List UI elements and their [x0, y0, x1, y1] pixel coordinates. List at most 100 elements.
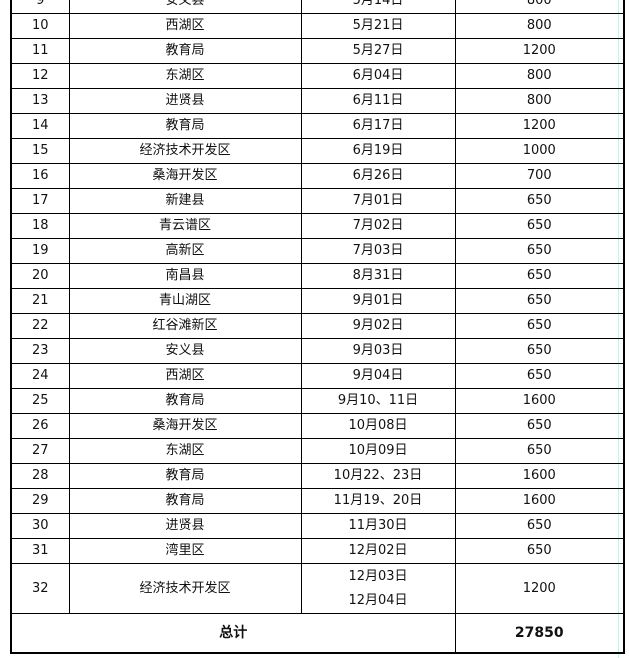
- row-number: 32: [10, 563, 70, 614]
- date-cell: 10月08日: [300, 413, 456, 439]
- table-row: 20 南昌县 8月31日 650: [10, 263, 625, 289]
- table-row: 25 教育局 9月10、11日 1600: [10, 388, 625, 414]
- date-value: 5月21日: [352, 18, 404, 33]
- unit-name: 教育局: [68, 38, 302, 64]
- amount-cell: 650: [454, 263, 625, 289]
- unit-name: 安义县: [68, 338, 302, 364]
- row-number: 14: [10, 113, 70, 139]
- amount-cell: 650: [454, 438, 625, 464]
- table-row: 24 西湖区 9月04日 650: [10, 363, 625, 389]
- table-row: 21 青山湖区 9月01日 650: [10, 288, 625, 314]
- row-number: 30: [10, 513, 70, 539]
- date-cell: 11月19、20日: [300, 488, 456, 514]
- table-row: 30 进贤县 11月30日 650: [10, 513, 625, 539]
- row-number: 11: [10, 38, 70, 64]
- date-cell: 10月22、23日: [300, 463, 456, 489]
- date-cell: 12月03日 12月04日: [300, 563, 456, 614]
- amount-cell: 1600: [454, 463, 625, 489]
- row-number: 10: [10, 13, 70, 39]
- amount-cell: 650: [454, 413, 625, 439]
- date-cell: 10月09日: [300, 438, 456, 464]
- row-number: 20: [10, 263, 70, 289]
- date-value: 7月03日: [352, 243, 404, 258]
- date-cell: 5月14日: [300, 0, 456, 14]
- table-row: 17 新建县 7月01日 650: [10, 188, 625, 214]
- table-row: 14 教育局 6月17日 1200: [10, 113, 625, 139]
- date-cell: 6月04日: [300, 63, 456, 89]
- amount-cell: 800: [454, 63, 625, 89]
- unit-name: 新建县: [68, 188, 302, 214]
- date-cell: 5月21日: [300, 13, 456, 39]
- row-number: 13: [10, 88, 70, 114]
- table-row: 22 红谷滩新区 9月02日 650: [10, 313, 625, 339]
- date-value: 8月31日: [352, 268, 404, 283]
- schedule-table: 9 安义县 5月14日 800 10 西湖区 5月21日 800 11 教育局 5月27日 1200 1…: [10, 0, 625, 654]
- date-cell: 7月02日: [300, 213, 456, 239]
- table-row: 9 安义县 5月14日 800: [10, 0, 625, 14]
- amount-cell: 800: [454, 88, 625, 114]
- unit-name: 安义县: [68, 0, 302, 14]
- unit-name: 教育局: [68, 488, 302, 514]
- table-row: 10 西湖区 5月21日 800: [10, 13, 625, 39]
- table-row: 11 教育局 5月27日 1200: [10, 38, 625, 64]
- unit-name: 桑海开发区: [68, 163, 302, 189]
- table-row: 29 教育局 11月19、20日 1600: [10, 488, 625, 514]
- row-number: 28: [10, 463, 70, 489]
- date-value: 9月01日: [352, 293, 404, 308]
- unit-name: 东湖区: [68, 63, 302, 89]
- row-number: 22: [10, 313, 70, 339]
- amount-cell: 700: [454, 163, 625, 189]
- row-number: 29: [10, 488, 70, 514]
- total-label: 总计: [10, 613, 456, 654]
- table-row: 19 高新区 7月03日 650: [10, 238, 625, 264]
- date-value: 6月19日: [352, 143, 404, 158]
- amount-cell: 1200: [454, 563, 625, 614]
- date-value: 12月03日: [348, 568, 408, 584]
- amount-cell: 1000: [454, 138, 625, 164]
- date-value: 10月22、23日: [333, 468, 423, 483]
- amount-cell: 650: [454, 238, 625, 264]
- row-number: 31: [10, 538, 70, 564]
- amount-cell: 1200: [454, 38, 625, 64]
- unit-name: 教育局: [68, 463, 302, 489]
- date-cell: 7月03日: [300, 238, 456, 264]
- amount-cell: 650: [454, 313, 625, 339]
- date-value: 7月02日: [352, 218, 404, 233]
- table-row: 31 湾里区 12月02日 650: [10, 538, 625, 564]
- date-value: 11月19、20日: [333, 493, 423, 508]
- unit-name: 西湖区: [68, 363, 302, 389]
- table-row: 18 青云谱区 7月02日 650: [10, 213, 625, 239]
- total-row: 总计 27850: [10, 613, 625, 654]
- date-value: 5月14日: [352, 0, 404, 8]
- amount-cell: 1600: [454, 488, 625, 514]
- row-number: 23: [10, 338, 70, 364]
- unit-name: 西湖区: [68, 13, 302, 39]
- table-row: 32 经济技术开发区 12月03日 12月04日 1200: [10, 563, 625, 614]
- unit-name: 南昌县: [68, 263, 302, 289]
- amount-cell: 1200: [454, 113, 625, 139]
- date-cell: 11月30日: [300, 513, 456, 539]
- date-cell: 9月10、11日: [300, 388, 456, 414]
- unit-name: 红谷滩新区: [68, 313, 302, 339]
- amount-cell: 650: [454, 538, 625, 564]
- date-value: 12月02日: [348, 543, 408, 558]
- date-value: 6月26日: [352, 168, 404, 183]
- row-number: 19: [10, 238, 70, 264]
- date-cell: 9月03日: [300, 338, 456, 364]
- table-row: 28 教育局 10月22、23日 1600: [10, 463, 625, 489]
- date-value: 12月04日: [348, 592, 408, 608]
- amount-cell: 650: [454, 513, 625, 539]
- table-row: 12 东湖区 6月04日 800: [10, 63, 625, 89]
- row-number: 17: [10, 188, 70, 214]
- date-cell: 9月02日: [300, 313, 456, 339]
- date-value: 9月10、11日: [337, 393, 419, 408]
- date-cell: 6月19日: [300, 138, 456, 164]
- date-cell: 6月17日: [300, 113, 456, 139]
- date-cell: 6月26日: [300, 163, 456, 189]
- row-number: 16: [10, 163, 70, 189]
- unit-name: 青山湖区: [68, 288, 302, 314]
- row-number: 9: [10, 0, 70, 14]
- table-body: 9 安义县 5月14日 800 10 西湖区 5月21日 800 11 教育局 5月27日 1200 1…: [10, 0, 625, 614]
- amount-cell: 650: [454, 338, 625, 364]
- total-amount: 27850: [454, 613, 625, 654]
